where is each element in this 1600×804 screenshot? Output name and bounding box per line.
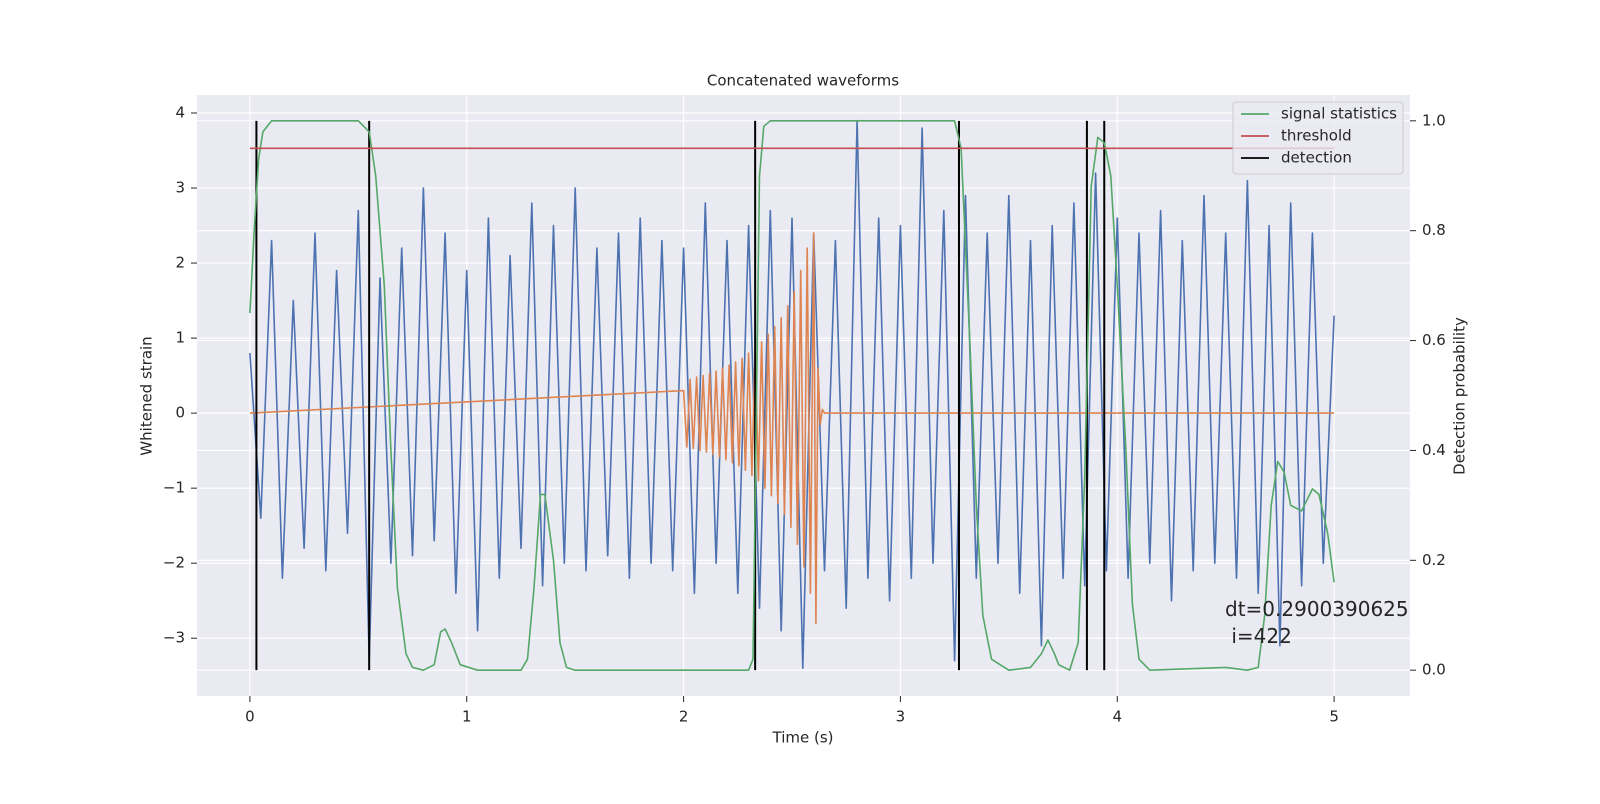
y-axis-label: Whitened strain	[138, 336, 156, 455]
y-tick-label: 1	[175, 329, 185, 347]
series-line	[249, 119, 1335, 669]
y-tick-label: 0	[175, 404, 185, 422]
y-tick-label: −2	[163, 554, 185, 572]
y2-tick-label: 0.2	[1422, 551, 1446, 569]
plot	[197, 95, 1410, 696]
x-tick-label: 3	[896, 708, 906, 726]
annotation: dt=0.2900390625 i=422	[1225, 597, 1409, 648]
y2-tick-label: 0.6	[1422, 331, 1446, 349]
x-tick-label: 2	[679, 708, 689, 726]
x-tick-label: 1	[462, 708, 472, 726]
y-tick-label: 3	[175, 179, 185, 197]
y-tick-label: 2	[175, 254, 185, 272]
legend-label: detection	[1281, 149, 1352, 167]
x-tick-label: 0	[245, 708, 255, 726]
x-tick-label: 4	[1112, 708, 1122, 726]
y2-axis-label: Detection probability	[1451, 317, 1469, 475]
y2-tick-label: 0.8	[1422, 221, 1446, 239]
x-tick-label: 5	[1329, 708, 1339, 726]
legend-label: signal statistics	[1281, 105, 1397, 123]
y-tick-label: 4	[175, 104, 185, 122]
legend-box	[1232, 101, 1404, 175]
series-line	[249, 120, 1335, 671]
y-tick-label: −1	[163, 479, 185, 497]
y-tick-label: −3	[163, 629, 185, 647]
y2-tick-label: 0.0	[1422, 661, 1446, 679]
y2-tick-label: 0.4	[1422, 441, 1446, 459]
x-axis-label: Time (s)	[772, 729, 834, 747]
legend-label: threshold	[1281, 127, 1352, 145]
chart-title: Concatenated waveforms	[707, 72, 899, 90]
y2-tick-label: 1.0	[1422, 111, 1446, 129]
